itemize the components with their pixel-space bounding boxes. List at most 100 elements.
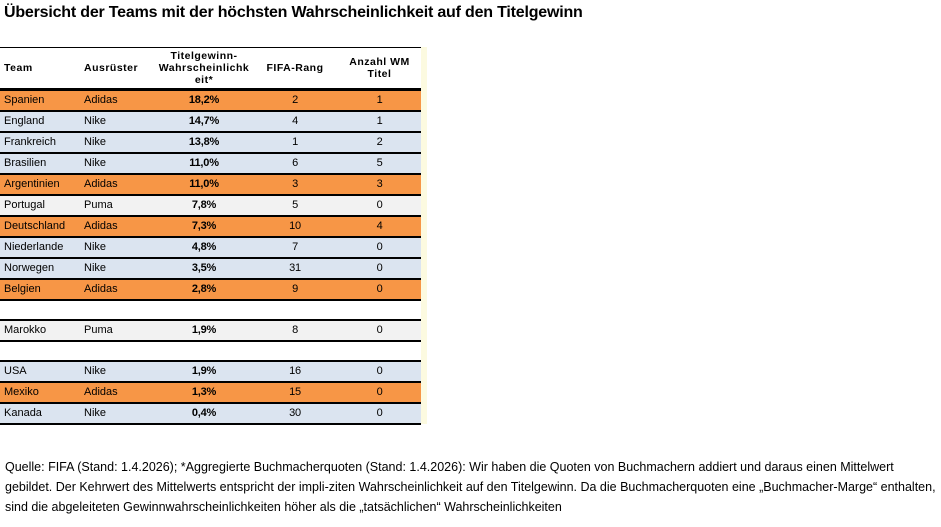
- table-row: Frankreich Nike 13,8% 1 2: [0, 132, 421, 153]
- cell-team: Norwegen: [4, 262, 55, 274]
- cell-wm-titel: 0: [376, 283, 383, 295]
- source-footnote: Quelle: FIFA (Stand: 1.4.2026); *Aggregi…: [5, 460, 936, 514]
- cell-wahrscheinlichkeit: 1,9%: [191, 324, 217, 336]
- cell-fifa-rang: 1: [292, 136, 298, 148]
- cell-wm-titel: 2: [376, 136, 383, 148]
- cell-ausruester: Adidas: [84, 178, 118, 190]
- cell-wm-titel: 0: [376, 241, 383, 253]
- cell-team: Niederlande: [4, 241, 64, 253]
- table-row: Marokko Puma 1,9% 8 0: [0, 320, 421, 341]
- cell-ausruester: Nike: [84, 407, 107, 419]
- cell-ausruester: Nike: [84, 365, 107, 377]
- cell-wahrscheinlichkeit: 1,9%: [191, 365, 217, 377]
- cell-team: USA: [4, 365, 27, 377]
- cell-fifa-rang: 2: [292, 94, 298, 106]
- cell-fifa-rang: 7: [292, 241, 298, 253]
- cell-ausruester: Nike: [84, 115, 107, 127]
- cell-ausruester: Nike: [84, 157, 107, 169]
- table-row: Kanada Nike 0,4% 30 0: [0, 403, 421, 424]
- cell-team: Belgien: [4, 283, 41, 295]
- cell-wahrscheinlichkeit: 4,8%: [191, 241, 217, 253]
- table-row: Argentinien Adidas 11,0% 3 3: [0, 174, 421, 195]
- cell-wahrscheinlichkeit: 13,8%: [188, 136, 220, 148]
- cell-fifa-rang: 31: [289, 262, 301, 274]
- table-row: Brasilien Nike 11,0% 6 5: [0, 153, 421, 174]
- cell-ausruester: Puma: [84, 199, 113, 211]
- cell-fifa-rang: 10: [289, 220, 301, 232]
- cell-team: Portugal: [4, 199, 45, 211]
- cell-team: Brasilien: [4, 157, 47, 169]
- cell-fifa-rang: 6: [292, 157, 298, 169]
- cell-fifa-rang: 3: [292, 178, 298, 190]
- cell-team: Frankreich: [4, 136, 56, 148]
- spacer-row: [0, 341, 421, 361]
- teams-table: Team Ausrüster Titelgewinn-Wahrscheinlic…: [0, 47, 421, 425]
- page-title: Übersicht der Teams mit der höchsten Wah…: [4, 4, 583, 21]
- cell-ausruester: Adidas: [84, 94, 118, 106]
- table-row: Norwegen Nike 3,5% 31 0: [0, 258, 421, 279]
- table-row: Belgien Adidas 2,8% 9 0: [0, 279, 421, 300]
- cell-fifa-rang: 8: [292, 324, 298, 336]
- cell-ausruester: Puma: [84, 324, 113, 336]
- cell-fifa-rang: 4: [292, 115, 298, 127]
- cell-wm-titel: 4: [376, 220, 383, 232]
- cell-wahrscheinlichkeit: 11,0%: [189, 178, 219, 190]
- cell-wahrscheinlichkeit: 14,7%: [188, 115, 220, 127]
- table-header-row: Team Ausrüster Titelgewinn-Wahrscheinlic…: [0, 47, 421, 90]
- column-header-ausruester: Ausrüster: [84, 61, 139, 74]
- cell-wm-titel: 0: [376, 199, 383, 211]
- cell-wm-titel: 1: [376, 115, 383, 127]
- cell-team: Deutschland: [4, 220, 66, 232]
- spacer-cell: [0, 341, 421, 361]
- cell-wahrscheinlichkeit: 3,5%: [191, 262, 217, 274]
- cell-team: Marokko: [4, 324, 47, 336]
- cell-team: Spanien: [4, 94, 45, 106]
- cell-wahrscheinlichkeit: 18,2%: [188, 94, 220, 106]
- cell-wahrscheinlichkeit: 11,0%: [189, 157, 219, 169]
- column-header-fifa-rang: FIFA-Rang: [266, 61, 324, 74]
- table-row: England Nike 14,7% 4 1: [0, 111, 421, 132]
- table-row: Spanien Adidas 18,2% 2 1: [0, 89, 421, 111]
- teams-table-grid: Team Ausrüster Titelgewinn-Wahrscheinlic…: [0, 47, 421, 425]
- cell-wm-titel: 0: [376, 407, 383, 419]
- cell-ausruester: Adidas: [84, 283, 118, 295]
- cell-wahrscheinlichkeit: 2,8%: [191, 283, 217, 295]
- cell-wm-titel: 1: [376, 94, 383, 106]
- cell-team: Mexiko: [4, 386, 39, 398]
- table-row: Niederlande Nike 4,8% 7 0: [0, 237, 421, 258]
- cell-ausruester: Adidas: [84, 386, 118, 398]
- table-row: USA Nike 1,9% 16 0: [0, 361, 421, 382]
- cell-ausruester: Nike: [84, 136, 107, 148]
- cell-fifa-rang: 9: [292, 283, 298, 295]
- cell-wm-titel: 5: [376, 157, 383, 169]
- cell-wahrscheinlichkeit: 1,3%: [191, 386, 217, 398]
- cell-fifa-rang: 30: [289, 407, 301, 419]
- cell-team: Argentinien: [4, 178, 60, 190]
- cell-wm-titel: 0: [376, 365, 383, 377]
- cell-wahrscheinlichkeit: 7,8%: [191, 199, 217, 211]
- cell-wm-titel: 0: [376, 386, 383, 398]
- table-row: Portugal Puma 7,8% 5 0: [0, 195, 421, 216]
- table-row: Deutschland Adidas 7,3% 10 4: [0, 216, 421, 237]
- column-header-wm-titel: Anzahl WM Titel: [349, 55, 410, 80]
- spacer-cell: [0, 300, 421, 320]
- table-row: Mexiko Adidas 1,3% 15 0: [0, 382, 421, 403]
- column-header-wahrscheinlichkeit: Titelgewinn-Wahrscheinlichkeit*: [158, 49, 250, 87]
- cell-wm-titel: 0: [376, 324, 383, 336]
- column-header-team: Team: [4, 61, 33, 74]
- cell-team: Kanada: [4, 407, 42, 419]
- spacer-row: [0, 300, 421, 320]
- cell-team: England: [4, 115, 45, 127]
- cell-fifa-rang: 15: [289, 386, 301, 398]
- cell-fifa-rang: 5: [292, 199, 298, 211]
- cell-ausruester: Nike: [84, 241, 107, 253]
- cell-wm-titel: 3: [376, 178, 383, 190]
- table-edge-strip: [421, 47, 427, 424]
- cell-wm-titel: 0: [376, 262, 383, 274]
- cell-fifa-rang: 16: [289, 365, 301, 377]
- table-body: Spanien Adidas 18,2% 2 1 England Nike 14,7% 4 1 Fr…: [0, 89, 421, 424]
- cell-wahrscheinlichkeit: 0,4%: [191, 407, 217, 419]
- cell-ausruester: Adidas: [84, 220, 118, 232]
- cell-ausruester: Nike: [84, 262, 107, 274]
- cell-wahrscheinlichkeit: 7,3%: [191, 220, 217, 232]
